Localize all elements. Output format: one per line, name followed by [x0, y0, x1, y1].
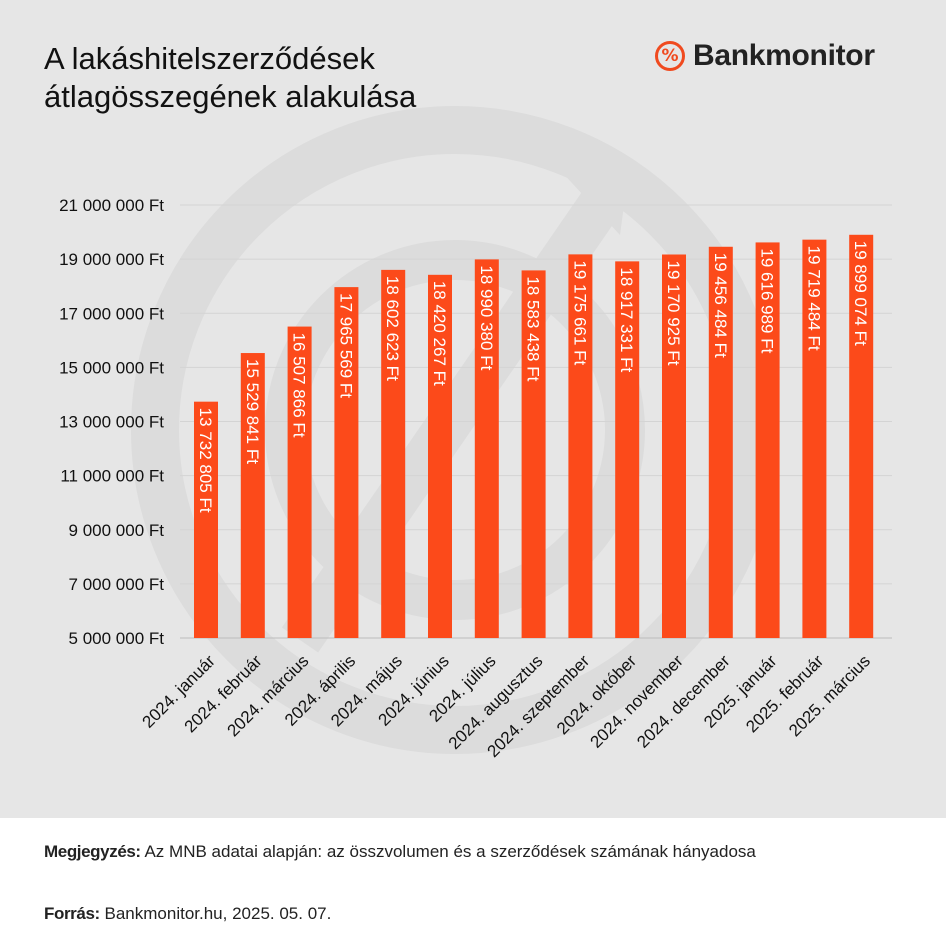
bar-value-label: 19 616 989 Ft — [758, 248, 777, 353]
bar — [521, 270, 546, 638]
bar-value-label: 18 990 380 Ft — [477, 265, 496, 370]
chart-title-line-2: átlagösszegének alakulása — [44, 79, 417, 114]
bar-value-label: 17 965 569 Ft — [336, 293, 355, 398]
bar-value-label: 19 170 925 Ft — [664, 260, 683, 365]
bar-value-label: 18 917 331 Ft — [617, 267, 636, 372]
chart-title: A lakáshitelszerződések átlagösszegének … — [44, 40, 416, 116]
y-tick-label: 5 000 000 Ft — [69, 629, 165, 648]
bar-chart: 5 000 000 Ft 7 000 000 Ft 9 000 000 Ft 11 0… — [59, 196, 892, 761]
y-tick-label: 13 000 000 Ft — [59, 413, 164, 432]
bar-value-label: 19 719 484 Ft — [804, 246, 823, 351]
bar — [381, 269, 406, 638]
footer-source: Forrás: Bankmonitor.hu, 2025. 05. 07. — [44, 904, 331, 924]
chart-title-line-1: A lakáshitelszerződések — [44, 41, 375, 76]
y-tick-label: 15 000 000 Ft — [59, 358, 164, 377]
percent-circle-icon: % — [655, 41, 685, 71]
source-label: Forrás: — [44, 904, 100, 923]
y-tick-label: 9 000 000 Ft — [69, 521, 165, 540]
y-tick-label: 17 000 000 Ft — [59, 304, 164, 323]
chart-panel: A lakáshitelszerződések átlagösszegének … — [0, 0, 946, 818]
bar-value-label: 18 602 623 Ft — [383, 276, 402, 381]
brand-name: Bankmonitor — [693, 39, 875, 72]
bar-value-label: 16 507 866 Ft — [290, 333, 309, 438]
footer-note: Megjegyzés: Az MNB adatai alapján: az ös… — [44, 842, 756, 862]
bar — [849, 234, 874, 638]
bar — [287, 326, 312, 638]
brand-logo: % Bankmonitor — [655, 38, 875, 74]
bar — [662, 254, 686, 639]
x-tick-label: 2025. március — [785, 651, 874, 740]
bar — [708, 246, 733, 638]
y-tick-label: 21 000 000 Ft — [59, 196, 164, 215]
bar-value-label: 18 583 438 Ft — [524, 276, 543, 381]
bar — [474, 259, 499, 638]
note-label: Megjegyzés: — [44, 842, 141, 861]
bar — [615, 261, 640, 638]
source-text: Bankmonitor.hu, 2025. 05. 07. — [99, 904, 332, 923]
bar-value-label: 19 456 484 Ft — [711, 253, 730, 358]
bar — [334, 287, 359, 638]
bar — [755, 242, 780, 638]
bar-value-label: 15 529 841 Ft — [243, 359, 262, 464]
bar — [194, 401, 218, 638]
bar — [428, 274, 452, 638]
bar — [240, 353, 265, 638]
y-tick-label: 11 000 000 Ft — [60, 467, 164, 486]
y-tick-label: 19 000 000 Ft — [59, 250, 164, 269]
bar-value-label: 13 732 805 Ft — [196, 408, 215, 513]
x-tick-label: 2024. március — [223, 651, 312, 740]
note-text: Az MNB adatai alapján: az összvolumen és… — [140, 842, 756, 861]
bar-value-label: 19 899 074 Ft — [851, 241, 870, 346]
bar — [802, 239, 827, 638]
bar-value-label: 19 175 661 Ft — [570, 260, 589, 365]
bar-value-label: 18 420 267 Ft — [430, 281, 449, 386]
bar — [568, 254, 593, 639]
y-tick-label: 7 000 000 Ft — [69, 575, 165, 594]
